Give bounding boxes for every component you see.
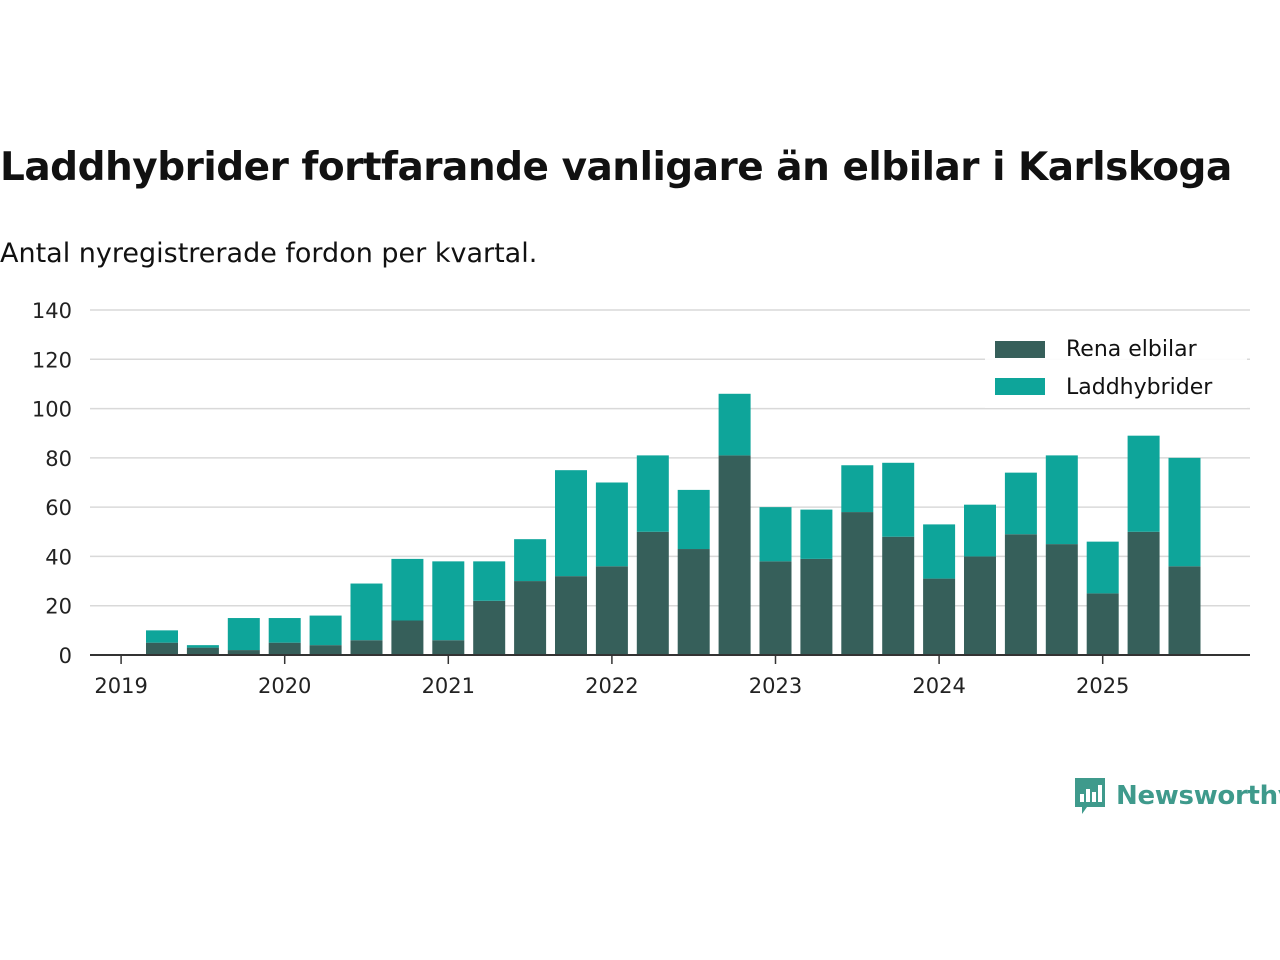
- y-tick-label: 120: [32, 348, 72, 372]
- bar-laddhybrider: [595, 482, 628, 567]
- bar-laddhybrider: [636, 455, 669, 532]
- bar-laddhybrider: [514, 539, 547, 582]
- bar-laddhybrider: [1045, 455, 1078, 545]
- legend-label-rena-elbilar: Rena elbilar: [1066, 337, 1198, 362]
- newsworthy-logo: Newsworthy: [1072, 776, 1280, 816]
- x-tick-label: 2024: [912, 674, 965, 698]
- x-tick-label: 2022: [585, 674, 638, 698]
- bar-laddhybrider: [677, 489, 710, 550]
- x-axis: 2019 2020 2021 2022 2023 2024 2025: [90, 654, 1250, 698]
- y-tick-label: 80: [45, 447, 72, 471]
- x-tick-label: 2019: [94, 674, 147, 698]
- bar-rena-elbilar: [800, 558, 833, 655]
- bar-laddhybrider: [227, 618, 260, 651]
- y-tick-label: 140: [32, 299, 72, 323]
- bar-rena-elbilar: [146, 642, 178, 655]
- x-tick-label: 2020: [258, 674, 311, 698]
- bar-rena-elbilar: [964, 556, 996, 655]
- bar-laddhybrider: [432, 561, 465, 641]
- bar-laddhybrider: [800, 509, 833, 559]
- bar-rena-elbilar: [677, 549, 710, 655]
- bar-rena-elbilar: [309, 645, 342, 655]
- y-tick-label: 60: [45, 496, 72, 520]
- y-tick-label: 40: [45, 545, 72, 569]
- chart-subtitle: Antal nyregistrerade fordon per kvartal.: [0, 238, 538, 269]
- bar-rena-elbilar: [759, 561, 792, 655]
- bar-rena-elbilar: [923, 578, 956, 655]
- bar-rena-elbilar: [636, 531, 669, 655]
- bar-rena-elbilar: [268, 642, 301, 655]
- legend-swatch-rena-elbilar: [995, 341, 1045, 358]
- bar-rena-elbilar: [1045, 544, 1078, 655]
- y-tick-label: 20: [45, 595, 72, 619]
- bar-rena-elbilar: [841, 512, 874, 655]
- chart-title: Laddhybrider fortfarande vanligare än el…: [0, 145, 1232, 190]
- bar-laddhybrider: [759, 507, 792, 562]
- x-tick-label: 2025: [1076, 674, 1129, 698]
- bar-laddhybrider: [923, 524, 956, 579]
- x-tick-label: 2023: [749, 674, 802, 698]
- bar-rena-elbilar: [1004, 534, 1037, 655]
- bar-rena-elbilar: [555, 576, 587, 655]
- bars: [146, 393, 1201, 655]
- bar-rena-elbilar: [882, 536, 915, 655]
- bar-laddhybrider: [186, 645, 219, 648]
- gridlines: [90, 309, 1250, 607]
- bar-rena-elbilar: [350, 640, 383, 655]
- newsworthy-brand-name: Newsworthy: [1116, 781, 1280, 811]
- bar-laddhybrider: [882, 462, 915, 537]
- bar-laddhybrider: [309, 615, 342, 646]
- bar-rena-elbilar: [1168, 566, 1201, 655]
- bar-laddhybrider: [350, 583, 383, 641]
- x-tick-label: 2021: [422, 674, 475, 698]
- bar-laddhybrider: [841, 465, 874, 513]
- bar-laddhybrider: [1086, 541, 1119, 594]
- bar-rena-elbilar: [227, 650, 260, 655]
- bar-laddhybrider: [146, 630, 178, 643]
- bar-laddhybrider: [1004, 472, 1037, 535]
- bar-rena-elbilar: [1127, 531, 1160, 655]
- bar-laddhybrider: [268, 618, 301, 643]
- legend: Rena elbilar Laddhybrider: [985, 330, 1247, 408]
- bar-rena-elbilar: [391, 620, 424, 655]
- bar-laddhybrider: [391, 558, 424, 621]
- y-tick-label: 0: [59, 644, 72, 668]
- y-axis-ticks: 0 20 40 60 80 100 120 140: [32, 299, 72, 668]
- bar-laddhybrider: [1127, 435, 1160, 532]
- bar-rena-elbilar: [1086, 593, 1119, 655]
- legend-swatch-laddhybrider: [995, 378, 1045, 395]
- newsworthy-logo-icon: [1075, 778, 1105, 814]
- bar-rena-elbilar: [718, 455, 751, 655]
- bar-laddhybrider: [555, 470, 587, 577]
- bar-rena-elbilar: [473, 600, 506, 655]
- bar-laddhybrider: [718, 393, 751, 456]
- bar-laddhybrider: [964, 504, 996, 557]
- bar-rena-elbilar: [186, 647, 219, 655]
- bar-laddhybrider: [473, 561, 506, 601]
- bar-rena-elbilar: [595, 566, 628, 655]
- y-tick-label: 100: [32, 398, 72, 422]
- bar-rena-elbilar: [432, 640, 465, 655]
- bar-laddhybrider: [1168, 457, 1201, 567]
- legend-label-laddhybrider: Laddhybrider: [1066, 375, 1213, 400]
- bar-rena-elbilar: [514, 581, 547, 655]
